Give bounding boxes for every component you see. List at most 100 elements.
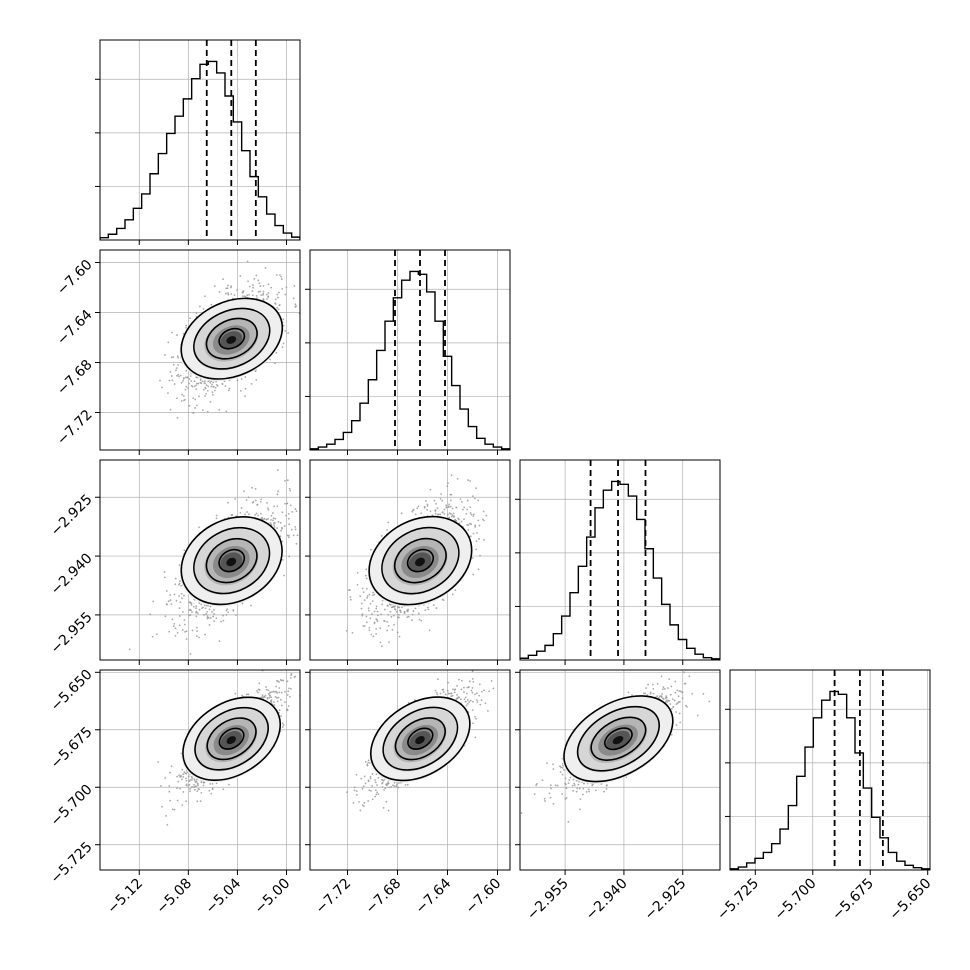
sample-point — [164, 777, 167, 779]
sample-point — [423, 505, 426, 508]
sample-point — [277, 490, 280, 493]
sample-point — [196, 800, 199, 803]
sample-point — [182, 380, 184, 382]
sample-point — [366, 595, 369, 597]
sample-point — [294, 508, 297, 510]
sample-point — [281, 346, 284, 349]
sample-point — [363, 599, 366, 601]
grid — [310, 250, 510, 450]
sample-point — [185, 777, 187, 780]
sample-point — [270, 514, 273, 517]
sample-point — [448, 516, 451, 519]
sample-point — [379, 627, 382, 630]
sample-point — [211, 391, 214, 394]
sample-point — [373, 610, 376, 613]
sample-point — [204, 607, 207, 610]
sample-point — [278, 304, 281, 306]
sample-point — [375, 618, 378, 621]
sample-point — [279, 521, 282, 524]
sample-point — [376, 614, 379, 617]
sample-point — [368, 593, 371, 596]
sample-point — [258, 282, 261, 285]
sample-point — [417, 612, 420, 615]
sample-point — [260, 294, 263, 297]
contour-line — [381, 526, 460, 595]
sample-point — [198, 602, 201, 604]
sample-point — [454, 589, 457, 591]
histogram-panel-0 — [95, 39, 301, 245]
sample-point — [187, 387, 189, 390]
sample-point — [386, 604, 389, 607]
sample-point — [267, 292, 270, 294]
sample-point — [281, 558, 284, 561]
sample-point — [276, 306, 278, 309]
sample-point — [180, 381, 183, 384]
sample-point — [181, 629, 184, 631]
sample-point — [251, 284, 254, 286]
density-panel-3-0 — [95, 669, 301, 875]
sample-point — [393, 608, 396, 610]
sample-point — [218, 640, 221, 643]
sample-point — [280, 715, 282, 718]
sample-point — [262, 290, 265, 293]
sample-point — [227, 611, 229, 614]
density-level — [226, 557, 237, 567]
sample-point — [265, 688, 268, 691]
sample-point — [398, 635, 401, 638]
sample-point — [188, 378, 191, 380]
sample-point — [260, 498, 263, 501]
sample-point — [274, 362, 276, 365]
sample-point — [205, 384, 208, 387]
sample-point — [198, 305, 201, 308]
sample-point — [512, 529, 514, 531]
sample-point — [213, 609, 215, 611]
sample-point — [284, 330, 287, 332]
sample-point — [472, 532, 475, 535]
sample-point — [163, 576, 166, 579]
sample-point — [255, 274, 258, 277]
sample-point — [395, 610, 398, 613]
sample-point — [257, 291, 260, 293]
sample-point — [259, 290, 262, 293]
sample-point — [183, 619, 186, 621]
sample-point — [161, 805, 163, 808]
sample-point — [426, 503, 429, 506]
sample-point — [222, 278, 224, 281]
sample-point — [167, 341, 170, 344]
sample-point — [469, 480, 471, 482]
sample-point — [387, 521, 390, 524]
sample-point — [271, 512, 274, 514]
sample-point — [185, 779, 188, 782]
sample-point — [185, 326, 187, 329]
sample-point — [439, 513, 442, 516]
sample-point — [294, 528, 297, 531]
sample-point — [276, 527, 279, 530]
sample-point — [212, 385, 215, 388]
sample-point — [204, 633, 207, 636]
sample-point — [245, 499, 248, 501]
sample-point — [262, 292, 265, 295]
sample-point — [446, 485, 449, 488]
sample-point — [195, 607, 197, 610]
sample-point — [289, 695, 291, 698]
sample-point — [469, 512, 472, 514]
sample-point — [215, 380, 218, 383]
sample-point — [270, 691, 273, 693]
sample-point — [472, 515, 475, 517]
sample-point — [390, 606, 393, 609]
sample-point — [372, 635, 375, 638]
sample-point — [234, 498, 236, 500]
sample-point — [467, 529, 470, 531]
sample-point — [209, 617, 212, 619]
sample-point — [173, 808, 176, 811]
sample-point — [195, 778, 198, 781]
contour-line — [218, 548, 246, 573]
sample-point — [203, 604, 206, 607]
sample-point — [152, 600, 155, 603]
sample-point — [467, 479, 470, 481]
sample-point — [251, 486, 253, 489]
contour-line — [180, 297, 284, 380]
sample-point — [282, 342, 285, 345]
sample-point — [206, 410, 209, 413]
sample-point — [206, 389, 209, 392]
